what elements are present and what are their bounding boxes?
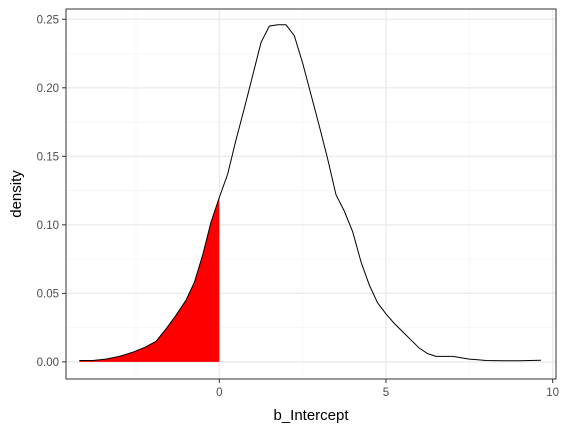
panel-border — [65, 8, 557, 380]
y-axis-title: density — [8, 170, 25, 218]
y-tick-label: 0.00 — [37, 357, 59, 369]
minor-gridlines — [66, 9, 556, 379]
x-axis-ticks: 0 5 10 — [216, 379, 559, 399]
x-tick-label: 0 — [216, 387, 222, 399]
x-tick-label: 10 — [546, 387, 559, 399]
y-tick-label: 0.25 — [37, 14, 59, 26]
y-tick-label: 0.10 — [37, 220, 59, 232]
y-tick-label: 0.05 — [37, 288, 59, 300]
y-axis-ticks: 0.00 0.05 0.10 0.15 0.20 0.25 — [37, 14, 66, 369]
y-tick-label: 0.20 — [37, 83, 59, 95]
density-curve — [79, 24, 542, 362]
x-axis-title: b_Intercept — [273, 407, 349, 424]
shaded-area-below-zero — [79, 197, 220, 362]
major-gridlines — [66, 9, 556, 379]
x-tick-label: 5 — [383, 387, 389, 399]
y-tick-label: 0.15 — [37, 151, 59, 163]
